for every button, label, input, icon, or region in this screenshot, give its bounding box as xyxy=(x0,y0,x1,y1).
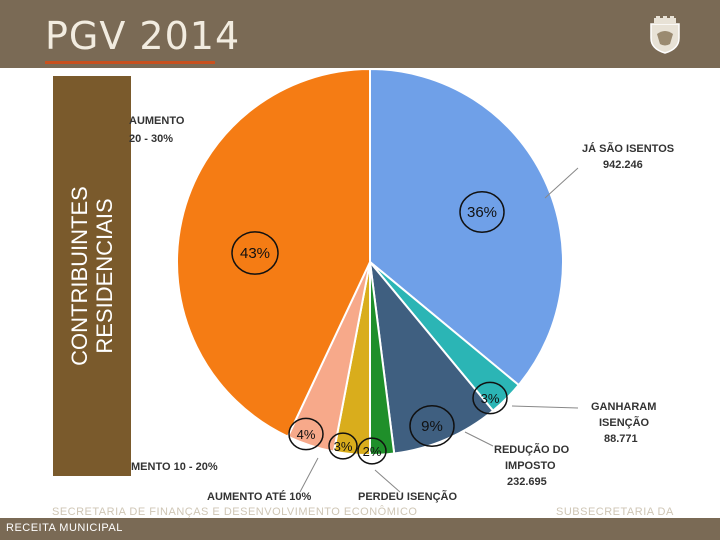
label-ganharam-line3: 88.771 xyxy=(604,433,638,445)
leader-line-1 xyxy=(544,167,579,199)
category-labels: AUMENTO 20 - 30% JÁ SÃO ISENTOS 942.246 … xyxy=(129,115,674,503)
leader-line-4 xyxy=(374,469,401,493)
label-reducao-line3: 232.695 xyxy=(507,476,547,488)
pie-slice-7 xyxy=(176,67,371,438)
pie-slices xyxy=(176,67,564,457)
pct-label-1: 36% xyxy=(467,204,497,221)
pct-label-circle-6 xyxy=(288,417,324,451)
pct-label-circle-2 xyxy=(472,381,508,415)
leader-line-2 xyxy=(511,405,579,409)
page-title: PGV 2014 xyxy=(45,14,241,58)
label-ganharam-line2: ISENÇÃO xyxy=(599,416,650,429)
pct-label-6: 4% xyxy=(297,427,316,442)
label-aumento-10-20: MENTO 10 - 20% xyxy=(131,461,218,473)
header-band xyxy=(0,0,720,68)
footer-right: SUBSECRETARIA DA xyxy=(556,506,674,518)
leader-line-3 xyxy=(464,431,494,447)
leader-lines xyxy=(299,167,579,493)
pct-label-3: 9% xyxy=(421,418,443,435)
pct-label-7: 43% xyxy=(240,245,270,262)
pct-label-circle-4 xyxy=(357,437,387,465)
label-aumento-20-30-line1: AUMENTO xyxy=(129,115,185,127)
label-ganharam-line1: GANHARAM xyxy=(591,401,656,413)
title-underline xyxy=(45,61,215,64)
label-aumento-20-30-line2: 20 - 30% xyxy=(129,133,173,145)
label-aumento-ate-10: AUMENTO ATÉ 10% xyxy=(207,490,312,503)
footer-left: SECRETARIA DE FINANÇAS E DESENVOLVIMENTO… xyxy=(52,506,418,518)
side-panel xyxy=(53,76,131,476)
footer-bottom: RECEITA MUNICIPAL xyxy=(6,522,123,534)
label-isentos-line2: 942.246 xyxy=(603,159,643,171)
label-reducao-line1: REDUÇÃO DO xyxy=(494,443,570,456)
city-emblem-icon xyxy=(650,16,680,54)
label-isentos-line1: JÁ SÃO ISENTOS xyxy=(582,142,674,155)
footer-band xyxy=(0,518,720,540)
pct-label-circle-5 xyxy=(328,432,358,460)
pct-label-circle-3 xyxy=(409,405,455,447)
leader-line-5 xyxy=(299,457,319,493)
label-reducao-line2: IMPOSTO xyxy=(505,460,556,472)
pct-label-circle-7 xyxy=(231,231,279,275)
label-perdeu-isencao: PERDEU ISENÇÃO xyxy=(358,490,457,503)
pct-label-2: 3% xyxy=(481,391,500,406)
pct-label-circle-1 xyxy=(459,191,505,233)
pct-label-5: 3% xyxy=(334,439,353,454)
pct-label-4: 2% xyxy=(363,444,382,459)
percentage-labels: 36% 3% 9% 2% 3% 4% 43% xyxy=(231,191,508,465)
